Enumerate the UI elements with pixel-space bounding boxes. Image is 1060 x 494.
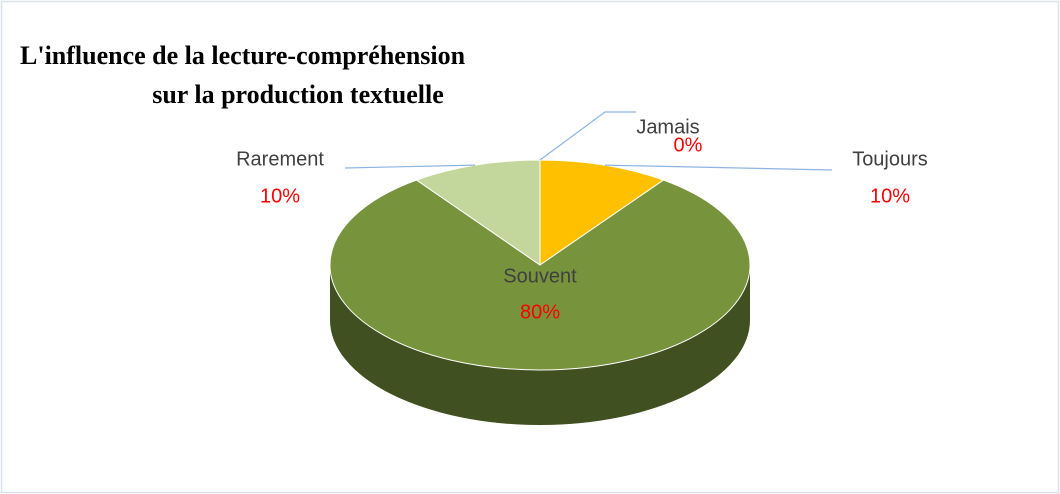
slice-side-shade	[330, 265, 750, 425]
slice-label: Souvent	[503, 265, 577, 287]
slice	[539, 159, 665, 266]
leader-line	[604, 164, 833, 171]
slice-label: Jamais	[636, 116, 699, 138]
slice-label: Toujours	[852, 148, 928, 170]
chart-title: sur la production textuelle	[152, 80, 444, 109]
slice	[415, 159, 541, 266]
slice	[329, 179, 751, 371]
slice-side	[330, 265, 750, 425]
leader-line	[539, 111, 636, 161]
chart-title: L'influence de la lecture-compréhension	[20, 41, 466, 70]
slice-label: Rarement	[236, 148, 324, 170]
data-label: 0%	[674, 134, 703, 156]
leader-line	[344, 164, 476, 169]
data-label: 10%	[870, 185, 910, 207]
data-label: 80%	[520, 301, 560, 323]
data-label: 10%	[260, 185, 300, 207]
